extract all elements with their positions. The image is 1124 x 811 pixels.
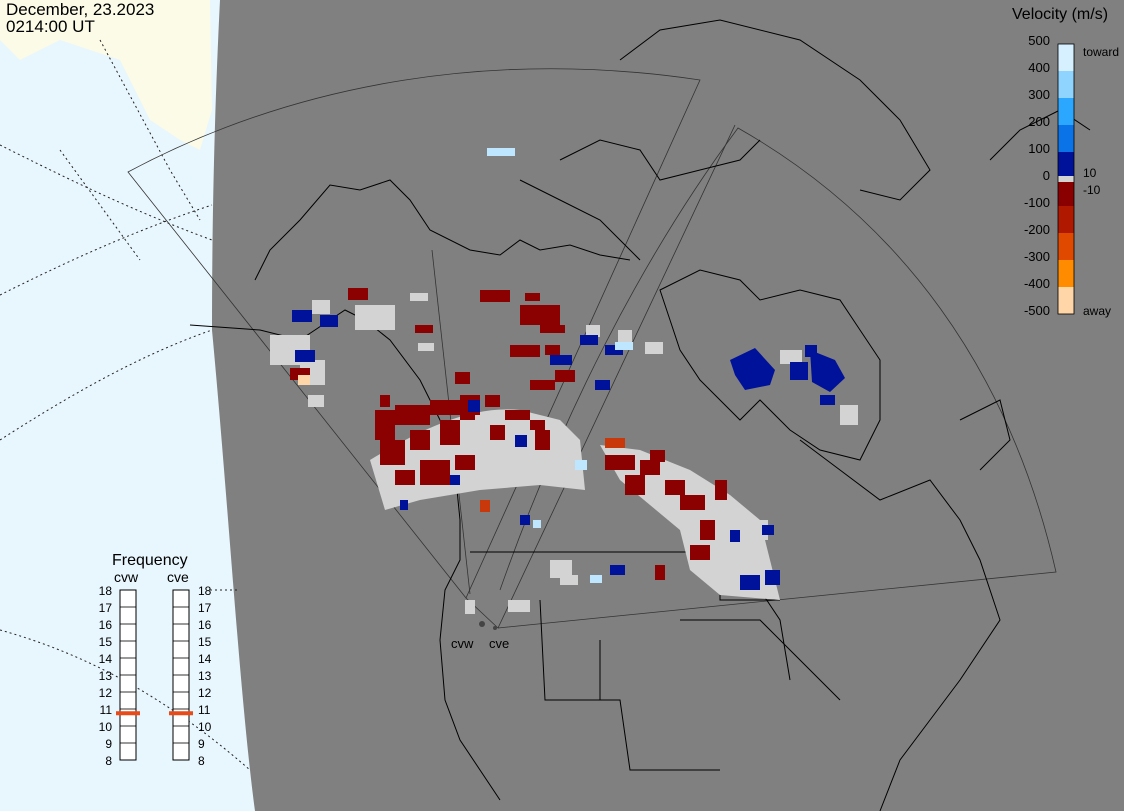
velocity-away-fast-cells — [480, 438, 625, 512]
velocity-colorbar — [1057, 43, 1075, 315]
frequency-tick-label: 13 — [198, 669, 212, 683]
colorbar-seg-m300 — [1058, 233, 1074, 260]
frequency-tick-label: 15 — [198, 635, 212, 649]
frequency-tick-label: 17 — [198, 601, 212, 615]
velocity-away-cells — [290, 288, 727, 580]
radar-sites: cvw cve — [451, 621, 509, 651]
velocity-toward-cells — [292, 310, 845, 590]
frequency-tick-label: 16 — [99, 618, 113, 632]
velocity-toward-fast-cells — [298, 148, 633, 583]
time-label: 0214:00 UT — [6, 17, 95, 36]
frequency-tick-label: 16 — [198, 618, 212, 632]
frequency-tick-label: 14 — [99, 652, 113, 666]
colorbar-seg-m400 — [1058, 260, 1074, 287]
frequency-tick-label: 18 — [99, 584, 113, 598]
map-field — [212, 0, 1124, 811]
frequency-tick-label: 17 — [99, 601, 113, 615]
tick-m500: -500 — [1024, 303, 1050, 318]
frequency-tick-label: 8 — [198, 754, 205, 768]
tick-400: 400 — [1028, 60, 1050, 75]
tick-200: 200 — [1028, 114, 1050, 129]
frequency-tick-label: 15 — [99, 635, 113, 649]
radar-label-cve: cve — [489, 636, 509, 651]
frequency-tick-label: 13 — [99, 669, 113, 683]
toward-label: toward — [1083, 45, 1119, 59]
frequency-tick-label: 10 — [198, 720, 212, 734]
ocean-grid — [0, 39, 251, 771]
radar-label-cvw: cvw — [451, 636, 474, 651]
tick-100: 100 — [1028, 141, 1050, 156]
frequency-marker-cve — [169, 711, 193, 716]
colorbar-seg-100 — [1058, 152, 1074, 176]
frequency-tick-label: 9 — [198, 737, 205, 751]
velocity-legend-title: Velocity (m/s) — [1012, 6, 1109, 23]
tick-m400: -400 — [1024, 276, 1050, 291]
frequency-tick-label: 12 — [99, 686, 113, 700]
frequency-tick-label: 11 — [100, 703, 113, 717]
frequency-tick-label: 18 — [198, 584, 212, 598]
colorbar-side-labels: toward 10 -10 away — [1083, 45, 1119, 318]
tick-m200: -200 — [1024, 222, 1050, 237]
radar-site-cve — [493, 626, 497, 630]
inner-plus-label: 10 — [1083, 166, 1097, 180]
frequency-tick-label: 14 — [198, 652, 212, 666]
tick-300: 300 — [1028, 87, 1050, 102]
frequency-radar-cve: cve — [167, 569, 189, 585]
frequency-tick-label: 12 — [198, 686, 212, 700]
tick-m100: -100 — [1024, 195, 1050, 210]
frequency-tick-label: 8 — [105, 754, 112, 768]
tick-500: 500 — [1028, 33, 1050, 48]
tick-0: 0 — [1043, 168, 1050, 183]
colorbar-seg-200 — [1058, 125, 1074, 152]
frequency-tick-label: 10 — [99, 720, 113, 734]
colorbar-ticks: 500 400 300 200 100 0 -100 -200 -300 -40… — [1024, 33, 1050, 318]
date-label: December, 23.2023 — [6, 0, 155, 19]
frequency-panel: Frequency cvw cve 1817161514131211109818… — [99, 552, 212, 768]
alaska-land-outside — [0, 0, 212, 150]
frequency-radar-cvw: cvw — [114, 569, 139, 585]
colorbar-seg-m100 — [1058, 182, 1074, 206]
frequency-tick-label: 9 — [105, 737, 112, 751]
colorbar-seg-m500 — [1058, 287, 1074, 314]
frequency-title: Frequency — [112, 552, 188, 569]
colorbar-seg-300 — [1058, 98, 1074, 125]
inner-minus-label: -10 — [1083, 183, 1101, 197]
away-label: away — [1083, 304, 1111, 318]
colorbar-seg-500 — [1058, 44, 1074, 71]
radar-site-cvw — [479, 621, 485, 627]
colorbar-seg-zero — [1058, 176, 1074, 182]
frequency-scales: 18 17 16 15 14 13 12 11 10 9 8 18 17 16 15 14 13 12 11 10 9 8 — [99, 584, 212, 768]
tick-m300: -300 — [1024, 249, 1050, 264]
colorbar-seg-m200 — [1058, 206, 1074, 233]
frequency-marker-cvw — [116, 711, 140, 716]
colorbar-seg-400 — [1058, 71, 1074, 98]
frequency-tick-label: 11 — [198, 703, 211, 717]
